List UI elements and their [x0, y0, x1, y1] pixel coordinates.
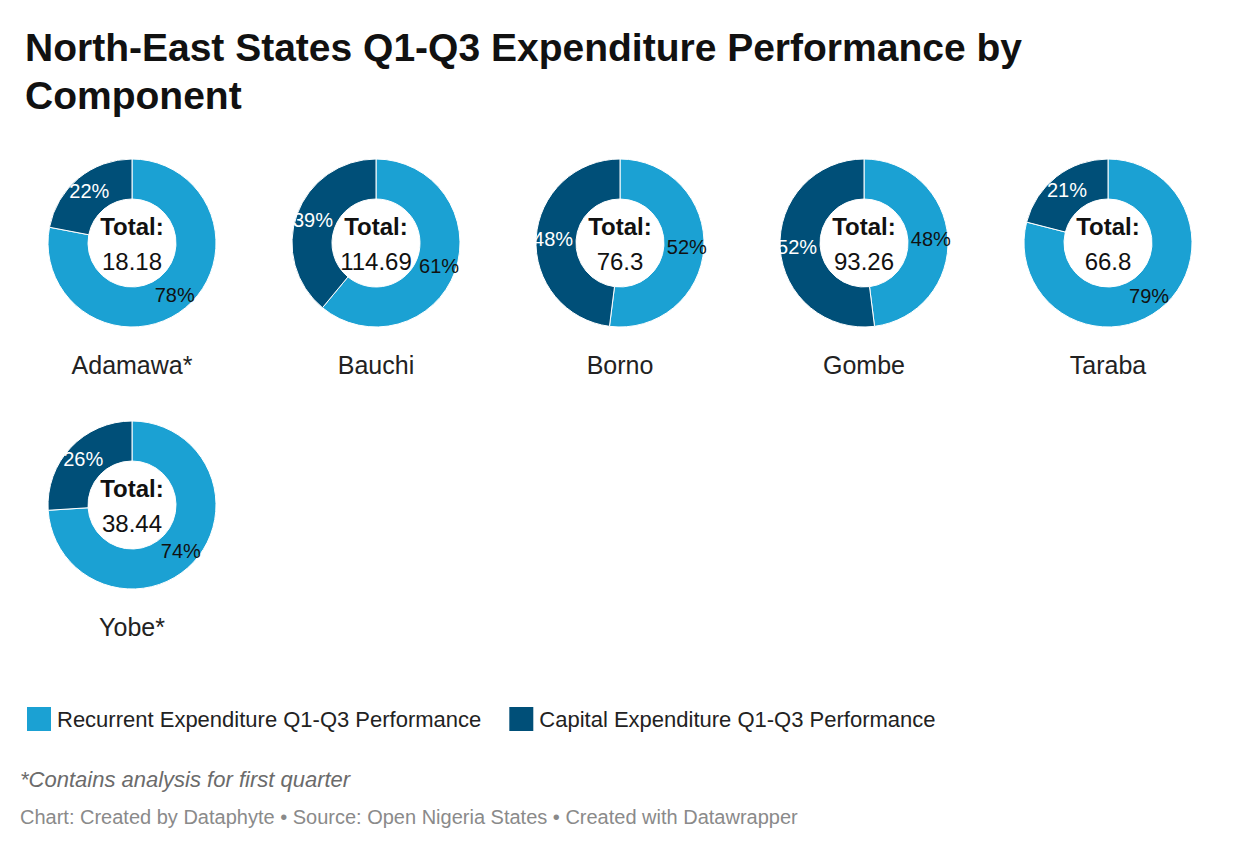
- svg-text:74%: 74%: [161, 540, 201, 562]
- svg-text:Chart: Created by Dataphyte •: Chart: Created by Dataphyte • Source: Op…: [20, 806, 798, 828]
- svg-text:Total:: Total:: [100, 213, 164, 240]
- svg-text:Total:: Total:: [1076, 213, 1140, 240]
- svg-text:66.8: 66.8: [1085, 248, 1132, 275]
- svg-text:38.44: 38.44: [102, 510, 162, 537]
- svg-text:Total:: Total:: [832, 213, 896, 240]
- svg-text:61%: 61%: [419, 255, 459, 277]
- svg-text:Capital Expenditure Q1-Q3 Perf: Capital Expenditure Q1-Q3 Performance: [539, 707, 935, 732]
- svg-text:Bauchi: Bauchi: [338, 351, 414, 379]
- svg-text:Total:: Total:: [588, 213, 652, 240]
- svg-text:21%: 21%: [1047, 179, 1087, 201]
- svg-text:79%: 79%: [1129, 285, 1169, 307]
- svg-text:Recurrent Expenditure Q1-Q3 Pe: Recurrent Expenditure Q1-Q3 Performance: [57, 707, 481, 732]
- svg-text:Taraba: Taraba: [1070, 351, 1147, 379]
- svg-text:Yobe*: Yobe*: [99, 613, 165, 641]
- svg-text:48%: 48%: [911, 228, 951, 250]
- svg-text:39%: 39%: [293, 209, 333, 231]
- svg-text:North-East States Q1-Q3 Expend: North-East States Q1-Q3 Expenditure Perf…: [25, 26, 1033, 69]
- svg-text:18.18: 18.18: [102, 248, 162, 275]
- svg-text:*Contains analysis for first q: *Contains analysis for first quarter: [20, 767, 352, 792]
- svg-text:Component: Component: [25, 74, 242, 117]
- svg-text:22%: 22%: [69, 180, 109, 202]
- svg-text:Total:: Total:: [100, 475, 164, 502]
- svg-text:48%: 48%: [533, 228, 573, 250]
- svg-text:78%: 78%: [155, 284, 195, 306]
- svg-text:Borno: Borno: [587, 351, 654, 379]
- svg-text:Adamawa*: Adamawa*: [72, 351, 193, 379]
- svg-text:26%: 26%: [63, 448, 103, 470]
- svg-text:52%: 52%: [667, 236, 707, 258]
- svg-text:76.3: 76.3: [597, 248, 644, 275]
- svg-text:Gombe: Gombe: [823, 351, 905, 379]
- svg-text:114.69: 114.69: [340, 248, 412, 275]
- svg-text:52%: 52%: [777, 236, 817, 258]
- svg-text:Total:: Total:: [344, 213, 408, 240]
- svg-text:93.26: 93.26: [834, 248, 894, 275]
